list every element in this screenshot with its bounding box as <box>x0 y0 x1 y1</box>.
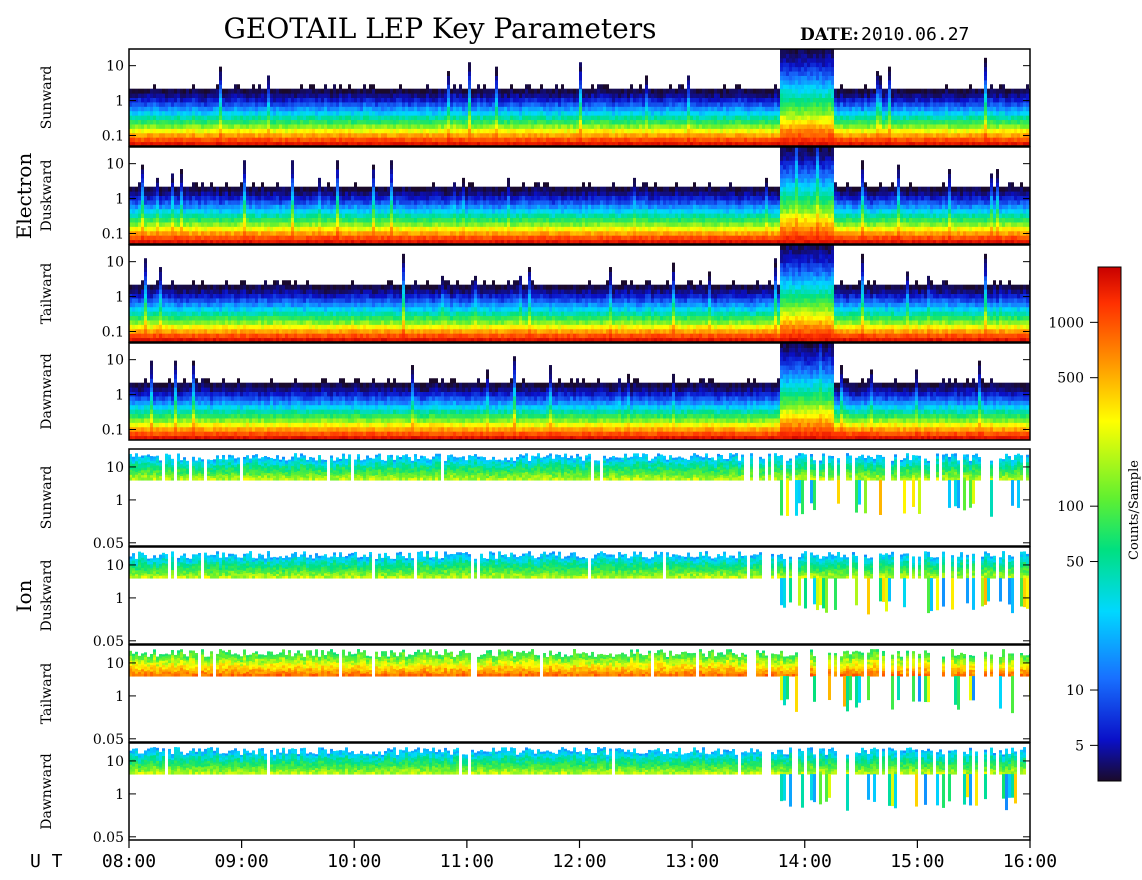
panel-label: Sunward <box>39 66 55 130</box>
group-label-electron: Electron <box>12 153 36 240</box>
panel-ion-tailward: 10 1 0.05 Tailward <box>39 644 1031 748</box>
x-tick-label: 08:00 <box>102 851 156 872</box>
panel-frame <box>128 448 1031 547</box>
x-tick-label: 10:00 <box>327 851 381 872</box>
y-tick-label: 0.05 <box>93 830 124 846</box>
y-tick-label: 10 <box>106 754 124 770</box>
panel-electron-tailward: 10 1 0.1 Tailward <box>39 244 1031 343</box>
spectrogram-image <box>129 343 1030 440</box>
x-tick-label: 14:00 <box>778 851 832 872</box>
y-tick-label: 10 <box>106 460 124 476</box>
colorbar-tick-label: 10 <box>1066 683 1084 699</box>
x-axis: U T 08:00 09:00 10:00 11:00 12:00 13:00 14:00 1… <box>30 840 1057 872</box>
y-tick-label: 10 <box>106 656 124 672</box>
y-tick-label: 0.1 <box>102 226 124 242</box>
x-tick-label: 16:00 <box>1003 851 1057 872</box>
spectrogram-image <box>129 245 1030 342</box>
y-tick-label: 0.1 <box>102 422 124 438</box>
y-tick-label: 1 <box>115 192 124 208</box>
x-tick-label: 15:00 <box>890 851 944 872</box>
panel-label: Duskward <box>39 560 55 632</box>
x-tick-label: 11:00 <box>440 851 494 872</box>
panel-ion-sunward: 10 1 0.05 Sunward <box>39 448 1031 552</box>
panel-label: Tailward <box>39 263 55 325</box>
date-value: 2010.06.27 <box>861 24 969 45</box>
panel-ion-dawnward: 10 1 0.05 Dawnward <box>39 742 1031 846</box>
panel-electron-sunward: 10 1 0.1 Sunward <box>39 48 1031 147</box>
y-tick-label: 1 <box>115 591 124 607</box>
y-tick-label: 1 <box>115 388 124 404</box>
panel-electron-duskward: 10 1 0.1 Duskward <box>39 146 1031 245</box>
colorbar-tick-label: 5 <box>1075 738 1084 754</box>
y-tick-label: 0.1 <box>102 324 124 340</box>
panel-label: Sunward <box>39 466 55 530</box>
panel-frame <box>128 48 1031 147</box>
colorbar: Counts/Sample 1000 500 100 50 10 5 <box>1048 266 1142 782</box>
y-tick-label: 10 <box>106 157 124 173</box>
panel-frame <box>128 342 1031 441</box>
spectrogram-image <box>129 551 1029 615</box>
y-tick-label: 1 <box>115 689 124 705</box>
y-tick-label: 0.05 <box>93 634 124 650</box>
panel-label: Dawnward <box>39 353 55 430</box>
spectrogram-image <box>129 453 1029 517</box>
group-label-ion: Ion <box>12 579 36 612</box>
date-label: DATE: <box>800 25 859 45</box>
panel-frame <box>128 146 1031 245</box>
spectrogram-image <box>129 747 1026 811</box>
y-tick-label: 0.1 <box>102 128 124 144</box>
panel-frame <box>128 644 1031 743</box>
spectrogram-image <box>129 147 1030 244</box>
panel-label: Dawnward <box>39 753 55 830</box>
y-tick-label: 1 <box>115 290 124 306</box>
panel-ion-duskward: 10 1 0.05 Duskward <box>39 546 1031 650</box>
colorbar-tick-label: 50 <box>1066 555 1084 571</box>
y-tick-label: 10 <box>106 353 124 369</box>
chart-title: GEOTAIL LEP Key Parameters <box>224 12 657 45</box>
colorbar-label: Counts/Sample <box>1127 460 1142 560</box>
y-tick-label: 10 <box>106 558 124 574</box>
y-tick-label: 0.05 <box>93 732 124 748</box>
x-tick-label: 09:00 <box>215 851 269 872</box>
y-tick-label: 1 <box>115 787 124 803</box>
y-tick-label: 10 <box>106 255 124 271</box>
y-tick-label: 0.05 <box>93 536 124 552</box>
y-tick-label: 1 <box>115 94 124 110</box>
colorbar-tick-label: 500 <box>1057 371 1084 387</box>
colorbar-tick-label: 100 <box>1057 499 1084 515</box>
panel-frame <box>128 244 1031 343</box>
colorbar-tick-label: 1000 <box>1048 315 1084 331</box>
spectrogram-image <box>129 49 1030 146</box>
panel-label: Duskward <box>39 160 55 232</box>
panel-frame <box>128 546 1031 645</box>
panel-electron-dawnward: 10 1 0.1 Dawnward <box>39 342 1031 441</box>
y-tick-label: 10 <box>106 59 124 75</box>
x-tick-label: 12:00 <box>552 851 606 872</box>
spectrogram-panels: 10 1 0.1 Sunward 10 1 0.1 Duskward 10 1 0.1 Tailwar… <box>39 48 1031 846</box>
x-tick-label: 13:00 <box>665 851 719 872</box>
y-tick-label: 1 <box>115 493 124 509</box>
spectrogram-image <box>129 649 1030 714</box>
x-axis-label: U T <box>30 851 63 872</box>
panel-label: Tailward <box>39 663 55 725</box>
colorbar-gradient <box>1097 266 1122 782</box>
